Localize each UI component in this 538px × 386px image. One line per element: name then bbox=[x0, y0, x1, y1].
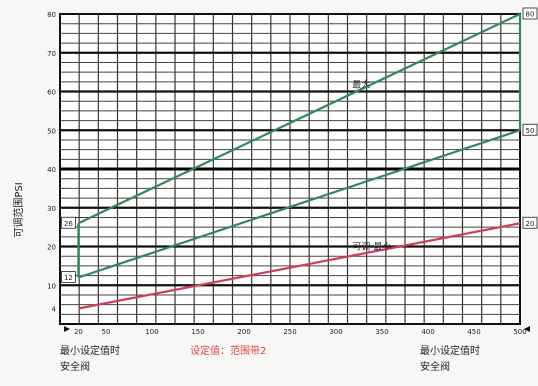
note-right-line2: 安全阀 bbox=[420, 360, 450, 373]
bottom-notes: 最小设定值时 安全阀 设定值：范围带2 最小设定值时 安全阀 bbox=[60, 344, 480, 373]
y-tick-label: 60 bbox=[47, 89, 56, 97]
note-left-line2: 安全阀 bbox=[60, 360, 90, 373]
y-tick-label: 80 bbox=[47, 11, 56, 19]
y-tick-label: 10 bbox=[47, 282, 56, 290]
point-label-box bbox=[522, 123, 538, 136]
left-arrow-icon bbox=[64, 326, 70, 332]
x-tick-label: 300 bbox=[329, 328, 342, 336]
point-label: 20 bbox=[526, 220, 535, 228]
x-tick-label: 50 bbox=[102, 328, 111, 336]
y-tick-label: 40 bbox=[47, 166, 56, 174]
point-label: 26 bbox=[64, 220, 73, 228]
x-axis-ticks: 20 50 100 150 200 250 300 350 400 450 500 bbox=[74, 328, 527, 336]
x-tick-label: 150 bbox=[191, 328, 204, 336]
series-name-label: 最大 bbox=[352, 79, 370, 91]
series-name-label: 可调-最小 bbox=[352, 242, 391, 253]
x-tick-label: 250 bbox=[283, 328, 296, 336]
point-label-box bbox=[61, 271, 76, 283]
y-tick-label: 70 bbox=[47, 50, 56, 58]
x-axis-arrows bbox=[64, 326, 530, 332]
point-label-box bbox=[61, 216, 76, 229]
x-tick-label: 20 bbox=[74, 328, 83, 336]
series-line-5 bbox=[78, 222, 521, 310]
y-axis-ticks: 4 10 20 30 40 50 60 70 80 bbox=[47, 11, 56, 314]
series-line-2 bbox=[78, 129, 521, 279]
series-line-1 bbox=[77, 13, 521, 225]
point-labels: 80 50 20 26 12 bbox=[61, 7, 538, 283]
x-tick-label: 200 bbox=[237, 328, 250, 336]
x-tick-label: 500 bbox=[513, 328, 526, 336]
note-right-line1: 最小设定值时 bbox=[420, 344, 480, 357]
note-middle: 设定值：范围带2 bbox=[190, 344, 266, 357]
note-left-line1: 最小设定值时 bbox=[60, 344, 120, 357]
right-arrow-icon bbox=[524, 326, 530, 332]
x-tick-label: 450 bbox=[467, 328, 480, 336]
y-tick-label: 30 bbox=[47, 205, 56, 213]
point-label-box bbox=[522, 7, 538, 20]
point-label-box bbox=[522, 216, 538, 229]
x-tick-label: 400 bbox=[421, 328, 434, 336]
y-tick-label: 50 bbox=[47, 127, 56, 135]
y-axis-label: 可调范围PSI bbox=[12, 182, 25, 237]
point-label: 50 bbox=[526, 127, 535, 135]
point-label: 80 bbox=[526, 11, 535, 19]
y-tick-label: 20 bbox=[47, 244, 56, 252]
x-tick-label: 100 bbox=[145, 328, 158, 336]
x-tick-label: 350 bbox=[375, 328, 388, 336]
y-tick-label: 4 bbox=[52, 306, 57, 314]
point-label: 12 bbox=[64, 274, 73, 282]
